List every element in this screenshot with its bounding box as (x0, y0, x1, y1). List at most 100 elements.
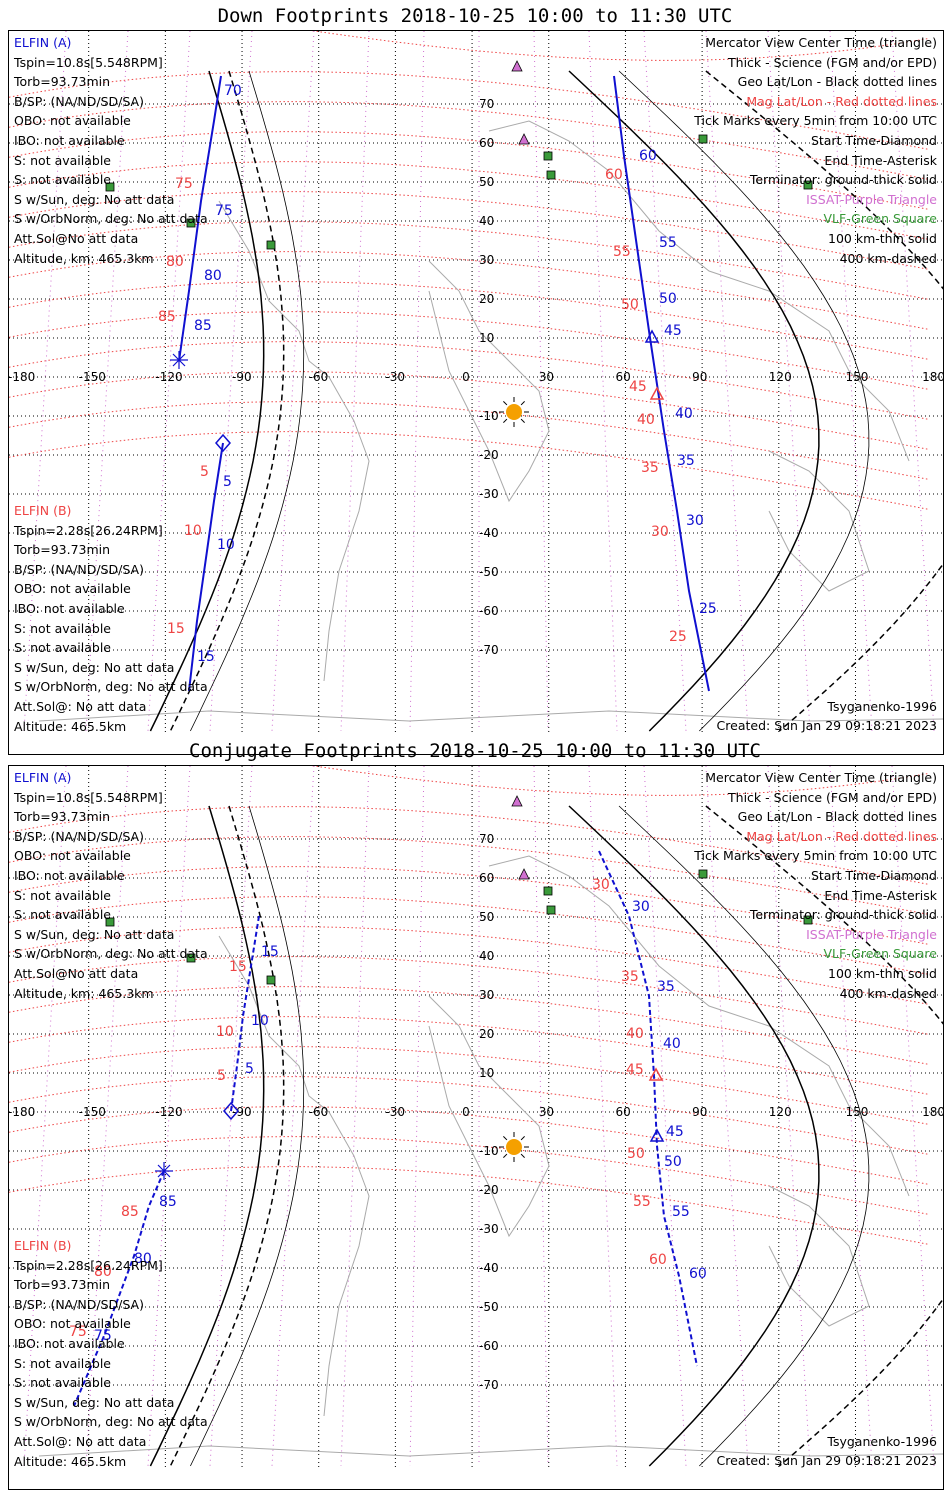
elfin-b-track (230, 915, 260, 1112)
legend-item: Mercator View Center Time (triangle) (705, 770, 937, 785)
info-line: Tspin=10.8s[5.548RPM] (14, 789, 163, 805)
longitude-label: 0 (462, 1105, 470, 1119)
tick-label-r: 45 (666, 1124, 684, 1140)
longitude-label: -150 (79, 1105, 106, 1119)
tick-label-a: 70 (224, 83, 242, 99)
mag-longitude-line (829, 766, 873, 1467)
end-asterisk (155, 1162, 173, 1180)
info-line: IBO: not available (14, 1335, 125, 1351)
tick-label-r-mag: 40 (637, 412, 655, 428)
tick-label-b-mag: 15 (229, 959, 247, 975)
mag-longitude-line (85, 766, 129, 1467)
tick-label-r: 55 (659, 235, 677, 251)
sun-ray (503, 1153, 508, 1158)
info-line: Tspin=10.8s[5.548RPM] (14, 54, 163, 70)
info-line: S w/Sun, deg: No att data (14, 926, 175, 942)
tick-label-r-mag: 45 (626, 1062, 644, 1078)
info-line: IBO: not available (14, 867, 125, 883)
info-line: Torb=93.73min (14, 74, 111, 90)
legend-item: VLF-Green Square (823, 946, 937, 962)
right-track (598, 850, 698, 1367)
info-line: IBO: not available (14, 600, 125, 616)
info-line: B/SP: (NA/ND/SD/SA) (14, 561, 144, 577)
legend-item: Thick - Science (FGM and/or EPD) (728, 789, 937, 805)
longitude-label: -90 (232, 370, 252, 384)
start-diamond (223, 1101, 239, 1121)
latitude-label: 20 (479, 292, 494, 306)
latitude-label: 30 (479, 988, 494, 1002)
longitude-label: 180 (922, 1105, 943, 1119)
tick-label-b: 10 (251, 1013, 269, 1029)
tick-label-r-mag: 60 (649, 1252, 667, 1268)
info-line: Torb=93.73min (14, 542, 111, 558)
tick-label-r-mag: 30 (651, 524, 669, 540)
info-line: S w/OrbNorm, deg: No att data (14, 211, 208, 227)
terminator-line (149, 70, 265, 732)
info-line: IBO: not available (14, 132, 125, 148)
latitude-label: 40 (479, 949, 494, 963)
vlf-station (543, 151, 553, 161)
longitude-label: 0 (462, 370, 470, 384)
tracks: 70 75 80 85 75 80 85 5 10 15 5 10 15 60 55 50 45 40 35 30 25… (158, 75, 717, 692)
terminator-line (149, 805, 265, 1467)
tracks: 15 10 5 15 10 5 85 80 75 85 80 75 30 35 40 45 50 55 60 30 35… (69, 850, 707, 1407)
terminator-100km (618, 70, 870, 732)
mag-latitude-line (311, 766, 930, 796)
tick-label-b-mag: 5 (217, 1068, 226, 1084)
latitude-label: 60 (479, 871, 494, 885)
latitude-label: -60 (479, 1339, 499, 1353)
spacecraft-name: ELFIN (A) (14, 35, 72, 50)
panel-title: Conjugate Footprints 2018-10-25 10:00 to… (189, 740, 761, 762)
terminator-100km (618, 805, 870, 1467)
sun-ray (503, 418, 508, 423)
tick-label-a: 80 (204, 268, 222, 284)
created-label: Created: Sun Jan 29 09:18:21 2023 (716, 1453, 937, 1468)
latitude-label: 70 (479, 97, 494, 111)
legend-item: ISSAT-Purple Triangle (806, 926, 937, 942)
mag-longitude-line (705, 31, 749, 732)
longitude-label: -60 (309, 370, 329, 384)
elfin-a-info: ELFIN (A) Tspin=10.8s[5.548RPM] Torb=93.73… (14, 33, 208, 268)
longitude-label: 30 (539, 1105, 554, 1119)
mag-longitude-line (340, 31, 370, 732)
legend-item: Thick - Science (FGM and/or EPD) (728, 54, 937, 70)
info-line: Att.Sol@: No att data (14, 1433, 147, 1449)
tick-label-b-mag: 10 (216, 1024, 234, 1040)
mag-longitude-line (409, 31, 425, 732)
tick-label-a: 75 (215, 203, 233, 219)
mag-longitude-line (767, 766, 811, 1467)
legend-item: Start Time-Diamond (810, 132, 937, 148)
legend-item: Tick Marks every 5min from 10:00 UTC (694, 848, 937, 864)
issat-triangle (518, 133, 530, 145)
coastline (768, 1185, 870, 1327)
vlf-station (186, 953, 196, 963)
coastline (218, 935, 370, 1417)
mag-longitude-line (533, 766, 549, 1467)
terminator-400km (705, 805, 943, 1467)
tick-label-r: 30 (632, 899, 650, 915)
tick-label-a-mag: 75 (69, 1324, 87, 1340)
legend-item: Tick Marks every 5min from 10:00 UTC (694, 113, 937, 129)
legend-item: Start Time-Diamond (810, 867, 937, 883)
terminator-line (568, 70, 820, 732)
legend-item: Terminator: ground-thick solid (749, 907, 937, 923)
legend-item: End Time-Asterisk (824, 152, 937, 168)
vlf-station (266, 975, 276, 985)
tick-label-a: 80 (134, 1251, 152, 1267)
longitude-label: -30 (385, 370, 405, 384)
latitude-label: 30 (479, 253, 494, 267)
tick-label-a-mag: 85 (158, 309, 176, 325)
tick-label-a-mag: 75 (175, 176, 193, 192)
mag-longitude-line (891, 31, 935, 732)
sun-icon (499, 397, 529, 427)
tick-label-r-mag: 60 (605, 167, 623, 183)
mag-longitude-line (891, 766, 935, 1467)
mag-grid (9, 31, 935, 732)
latitude-label: -70 (479, 643, 499, 657)
info-line: B/SP: (NA/ND/SD/SA) (14, 828, 144, 844)
mag-longitude-line (23, 31, 67, 732)
axis-labels: -180 -150 -120 -90 -60 -30 0 30 60 90 120 150 180 70 6… (9, 97, 943, 657)
elfin-b-info: ELFIN (B) Tspin=2.28s[26.24RPM] Torb=93.73… (14, 1236, 208, 1471)
vlf-station (698, 869, 708, 879)
mag-longitude-line (705, 766, 749, 1467)
